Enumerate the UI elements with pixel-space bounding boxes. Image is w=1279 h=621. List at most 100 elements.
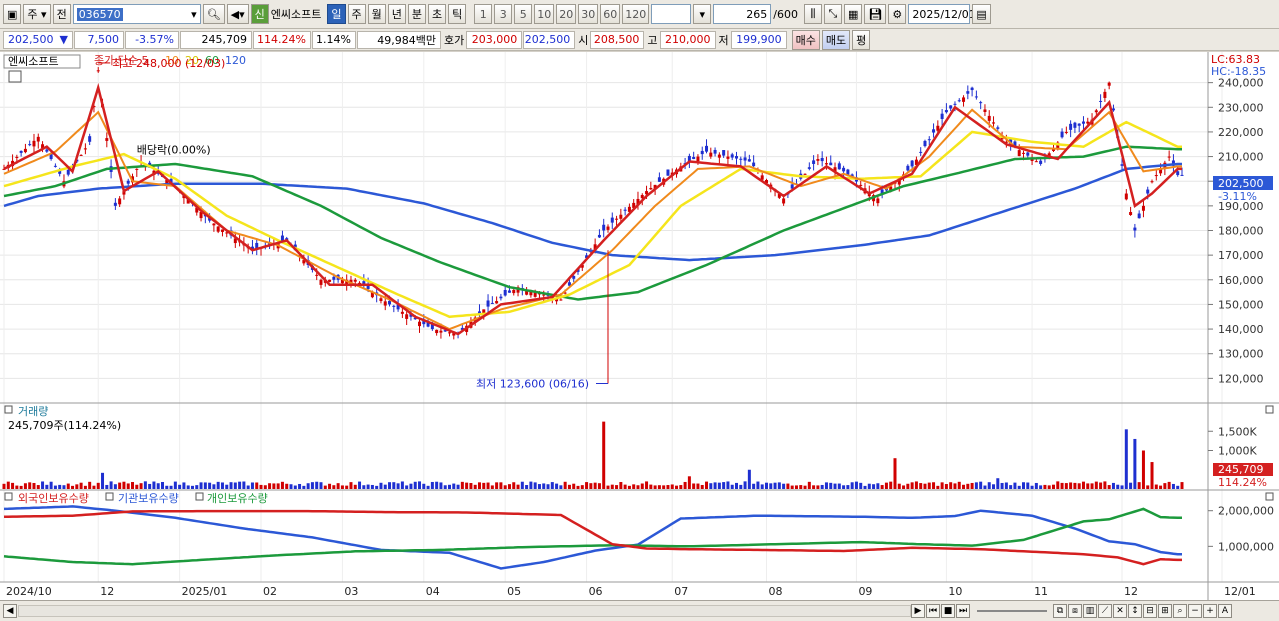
period-juk-dropdown[interactable]: 주 ▾: [23, 4, 51, 24]
volume-bar: [944, 484, 948, 489]
interval-dropdown[interactable]: ▾: [693, 4, 712, 24]
candle-body: [383, 301, 387, 306]
holdings-panel-close-icon[interactable]: [1265, 492, 1274, 501]
period-tab-2[interactable]: 월: [367, 4, 386, 24]
candle-body: [353, 279, 357, 282]
scroll-left-icon[interactable]: ◀: [3, 604, 17, 618]
cross-icon[interactable]: ✕: [1113, 604, 1127, 618]
candle-body: [739, 158, 743, 160]
zoom-out-icon[interactable]: −: [1188, 604, 1202, 618]
font-size-icon[interactable]: A: [1218, 604, 1232, 618]
interval-button-3[interactable]: 3: [494, 4, 513, 24]
count-display[interactable]: 265: [713, 4, 772, 24]
candle-body: [1141, 205, 1145, 211]
save-icon[interactable]: 💾︎: [864, 4, 887, 24]
period-tab-4[interactable]: 분: [407, 4, 426, 24]
volume-bar: [649, 484, 653, 489]
candle-body: [1047, 153, 1051, 157]
eval-button[interactable]: 평: [852, 29, 871, 50]
fit-icon[interactable]: ↕: [1128, 604, 1142, 618]
rewind-icon[interactable]: ⏮: [926, 604, 940, 618]
candle-body: [1030, 158, 1034, 162]
legend-institution: 기관보유수량: [118, 492, 179, 505]
volume-bar: [233, 482, 237, 489]
interval-button-20[interactable]: 20: [556, 4, 577, 24]
volume-bar: [876, 483, 880, 489]
calendar-icon[interactable]: ▤: [972, 4, 991, 24]
stock-chart[interactable]: 240,000230,000220,000210,000200,000190,0…: [0, 52, 1279, 600]
speaker-icon[interactable]: ◀▾: [226, 4, 249, 24]
volume-bar: [572, 483, 576, 489]
draw-tool-icon[interactable]: ⤡: [823, 4, 842, 24]
custom-interval-input[interactable]: [651, 4, 692, 24]
volume-bar: [610, 484, 614, 489]
period-tab-5[interactable]: 초: [428, 4, 447, 24]
candle-body: [563, 292, 567, 294]
candle-body: [319, 279, 323, 285]
volume-bar: [645, 481, 649, 489]
table-icon[interactable]: [8, 70, 22, 83]
volume-bar: [336, 483, 340, 489]
candle-body: [696, 156, 700, 162]
volume-bar: [370, 484, 374, 489]
low-label: 저: [718, 33, 729, 47]
search-icon[interactable]: 🔍︎: [202, 4, 225, 24]
interval-button-120[interactable]: 120: [622, 4, 650, 24]
candle-type-icon[interactable]: ⫼: [803, 4, 822, 24]
sell-button[interactable]: 매도: [821, 29, 851, 50]
period-tab-1[interactable]: 주: [347, 4, 366, 24]
arrange-icon[interactable]: ⊞: [1158, 604, 1172, 618]
interval-button-10[interactable]: 10: [534, 4, 555, 24]
volume-bar: [212, 484, 216, 489]
scroll-right-icon[interactable]: ▶: [911, 604, 925, 618]
buy-button[interactable]: 매수: [791, 29, 820, 50]
period-tab-0[interactable]: 일: [327, 4, 346, 24]
volume-bar: [113, 484, 117, 489]
candle-body: [1081, 121, 1085, 124]
zoom-icon[interactable]: ⌕: [1173, 604, 1187, 618]
interval-button-30[interactable]: 30: [578, 4, 599, 24]
volume-bar: [165, 485, 169, 489]
stock-code-input[interactable]: 036570 ▾: [72, 4, 201, 24]
period-tab-3[interactable]: 년: [387, 4, 406, 24]
window-layout-icon[interactable]: ▣: [3, 4, 22, 24]
candle-body: [949, 105, 953, 109]
candle-body: [370, 292, 374, 298]
line-tool-icon[interactable]: ⟋: [1098, 604, 1112, 618]
candle-body: [135, 168, 139, 170]
stop-icon[interactable]: ■: [941, 604, 955, 618]
volume-bar: [15, 485, 19, 489]
volume-bar: [216, 481, 220, 489]
volume-bar: [790, 485, 794, 489]
zoom-slider[interactable]: [977, 610, 1047, 612]
forward-icon[interactable]: ⏭: [956, 604, 970, 618]
candle-body: [1017, 150, 1021, 157]
interval-button-1[interactable]: 1: [474, 4, 493, 24]
indicator-icon[interactable]: ▥: [1083, 604, 1097, 618]
volume-bar: [996, 478, 1000, 489]
chart-area[interactable]: 240,000230,000220,000210,000200,000190,0…: [0, 52, 1279, 600]
volume-bar: [388, 482, 392, 489]
volume-bar: [109, 481, 113, 489]
volume-bar: [1039, 485, 1043, 489]
overlay-icon[interactable]: ⧈: [1068, 604, 1082, 618]
candle-body: [186, 199, 190, 204]
compare-icon[interactable]: ⧉: [1053, 604, 1067, 618]
volume-bar: [850, 482, 854, 489]
candle-body: [169, 178, 173, 184]
volume-bar: [238, 481, 242, 489]
prefix-button[interactable]: 전: [52, 4, 71, 24]
volume-panel-close-icon[interactable]: [1265, 405, 1274, 414]
gear-icon[interactable]: ⚙: [888, 4, 907, 24]
grid-icon[interactable]: ▦: [843, 4, 863, 24]
x-label-8: 07: [674, 585, 688, 598]
horizontal-scrollbar[interactable]: [18, 605, 911, 617]
volume-bar: [846, 485, 850, 489]
interval-button-5[interactable]: 5: [514, 4, 533, 24]
split-icon[interactable]: ⊟: [1143, 604, 1157, 618]
zoom-in-icon[interactable]: +: [1203, 604, 1217, 618]
interval-button-60[interactable]: 60: [600, 4, 621, 24]
date-input[interactable]: 2025/12/01: [908, 4, 976, 24]
period-tab-6[interactable]: 틱: [448, 4, 467, 24]
x-label-9: 08: [768, 585, 782, 598]
